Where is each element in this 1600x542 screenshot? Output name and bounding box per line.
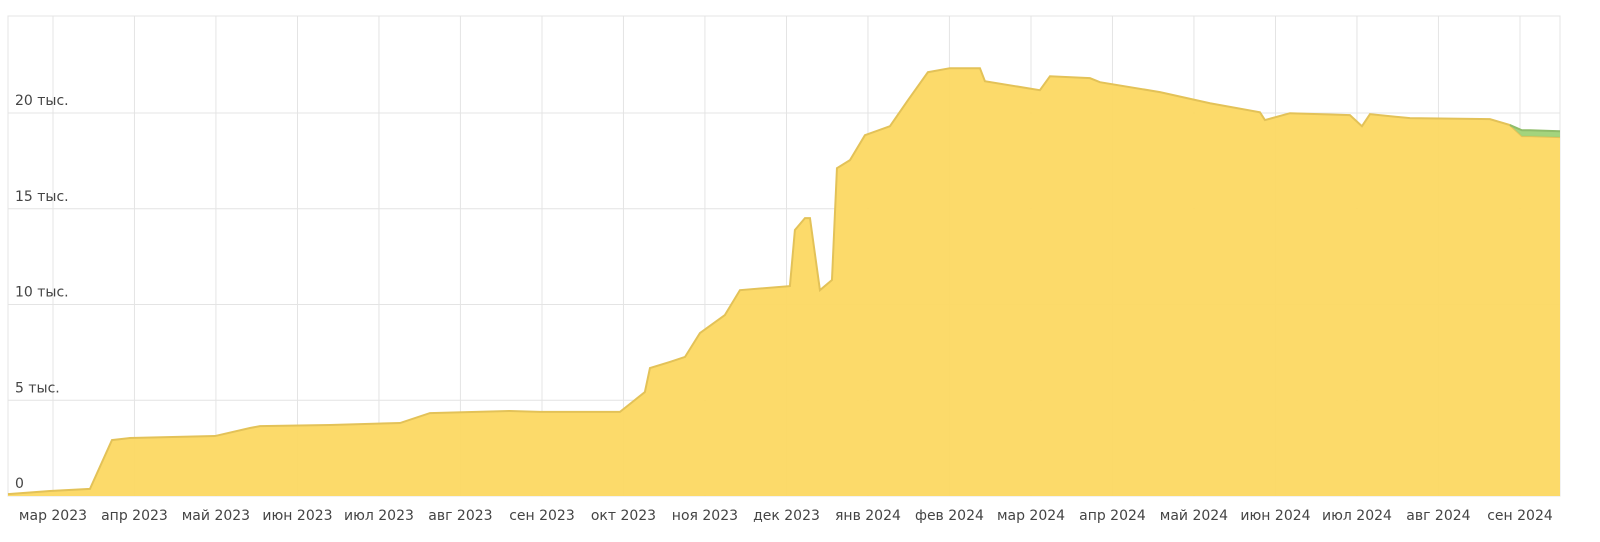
x-tick-label: июн 2024 — [1240, 508, 1310, 524]
x-tick-label: мар 2024 — [997, 508, 1065, 524]
x-tick-label: окт 2023 — [591, 508, 656, 524]
x-tick-label: июл 2024 — [1322, 508, 1392, 524]
area-line — [1509, 124, 1561, 133]
area-line — [7, 67, 1561, 496]
x-tick-label: янв 2024 — [835, 508, 901, 524]
x-tick-label: июн 2023 — [262, 508, 332, 524]
x-tick-label: июл 2023 — [344, 508, 414, 524]
x-tick-label: авг 2023 — [428, 508, 492, 524]
y-tick-label: 10 тыс. — [15, 285, 69, 301]
y-tick-label: 0 — [15, 476, 24, 492]
x-tick-label: дек 2023 — [753, 508, 820, 524]
x-tick-label: апр 2024 — [1079, 508, 1146, 524]
y-tick-label: 20 тыс. — [15, 93, 69, 109]
x-tick-label: апр 2023 — [101, 508, 168, 524]
x-tick-label: фев 2024 — [915, 508, 984, 524]
x-tick-label: май 2024 — [1160, 508, 1228, 524]
area — [8, 68, 1560, 496]
x-tick-label: ноя 2023 — [672, 508, 738, 524]
x-tick-label: авг 2024 — [1406, 508, 1470, 524]
x-tick-label: сен 2024 — [1487, 508, 1553, 524]
y-tick-label: 15 тыс. — [15, 189, 69, 205]
x-tick-label: мар 2023 — [19, 508, 87, 524]
x-tick-label: сен 2023 — [509, 508, 575, 524]
y-tick-label: 5 тыс. — [15, 380, 60, 396]
x-tick-label: май 2023 — [182, 508, 250, 524]
